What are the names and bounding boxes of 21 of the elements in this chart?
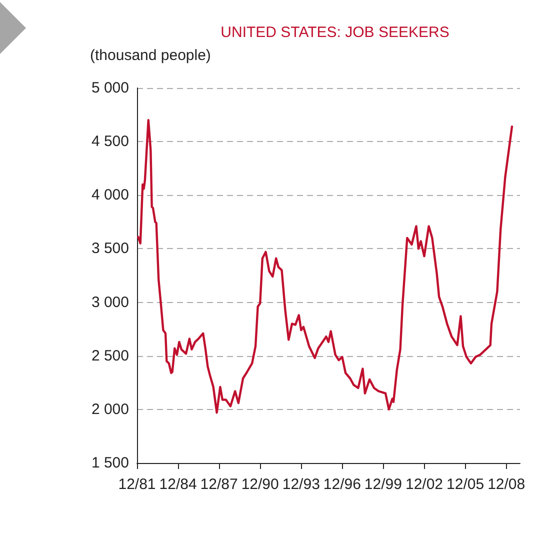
chart-title: UNITED STATES: JOB SEEKERS xyxy=(220,24,450,41)
line-series xyxy=(137,119,514,414)
y-tick-label: 2 000 xyxy=(91,400,129,418)
y-tick-label: 1 500 xyxy=(91,454,129,472)
x-tick-label: 12/93 xyxy=(282,476,320,493)
y-tick-label: 3 500 xyxy=(91,240,129,258)
x-tick-label: 12/81 xyxy=(118,476,156,493)
x-tick-label: 12/84 xyxy=(159,476,197,493)
y-tick-label: 4 000 xyxy=(91,186,129,204)
y-axis-title: (thousand people) xyxy=(90,47,211,64)
x-tick-label: 12/08 xyxy=(488,476,526,493)
x-tick-label: 12/02 xyxy=(405,476,444,493)
x-tick-label: 12/87 xyxy=(200,476,238,493)
x-tick-label: 12/05 xyxy=(446,476,484,493)
y-tick-label: 4 500 xyxy=(91,133,129,150)
x-tick-label: 12/96 xyxy=(323,476,361,493)
x-tick-label: 12/99 xyxy=(364,476,402,493)
y-tick-label: 5 000 xyxy=(91,80,129,96)
y-tick-label: 3 000 xyxy=(91,294,129,311)
y-tick-label: 2 500 xyxy=(91,347,129,364)
x-tick-label: 12/90 xyxy=(241,476,279,493)
